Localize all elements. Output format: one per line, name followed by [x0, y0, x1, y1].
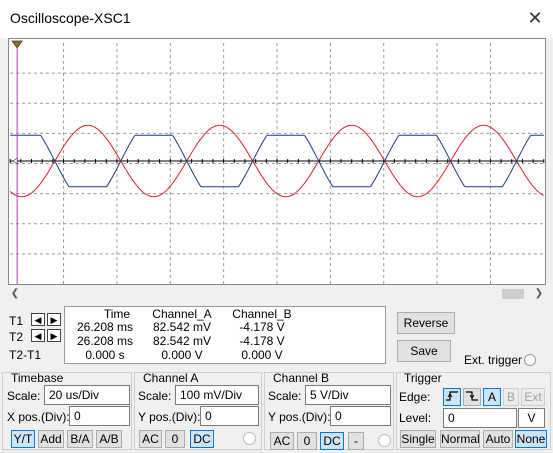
t2-right-arrow-icon[interactable]: ▶ [47, 329, 61, 342]
t2-channel-b: -4.178 V [239, 334, 285, 348]
scope-scrollbar[interactable]: ❮ ❯ [8, 286, 546, 302]
timebase-xpos-input[interactable]: 0 [69, 406, 130, 426]
rising-edge-icon[interactable] [443, 388, 461, 406]
t2-time: 26.208 ms [76, 334, 134, 348]
trigger-source-b-button[interactable]: B [503, 388, 519, 406]
trigger-source-a-button[interactable]: A [483, 388, 501, 406]
channel-a-scale-input[interactable]: 100 mV/Div [175, 385, 259, 405]
trigger-group [396, 372, 551, 450]
channel-b-ypos-label: Y pos.(Div): [268, 410, 331, 424]
trigger-source-ext-button[interactable]: Ext [521, 388, 545, 406]
trigger-edge-label: Edge: [399, 390, 431, 404]
channel-a-dc-button[interactable]: DC [190, 430, 214, 448]
timebase-scale-label: Scale: [7, 389, 41, 403]
t2-t1-time: 0.000 s [85, 348, 125, 362]
mode-ba-button[interactable]: B/A [67, 430, 93, 448]
channel-b-invert-radio[interactable] [378, 434, 391, 447]
trigger-single-button[interactable]: Single [400, 430, 436, 448]
channel-b-waveform [10, 134, 544, 188]
channel-b-ypos-input[interactable]: 0 [330, 406, 391, 426]
t2-channel-a: 82.542 mV [152, 334, 212, 348]
scroll-right-icon[interactable]: ❯ [534, 288, 544, 299]
t2-left-arrow-icon[interactable]: ◀ [31, 329, 45, 342]
trigger-level-label: Level: [399, 411, 432, 425]
t1-channel-b: -4.178 V [239, 320, 285, 334]
t2-label: T2 [9, 330, 24, 344]
t2-t1-channel-a: 0.000 V [161, 348, 203, 362]
timebase-xpos-label: X pos.(Div): [7, 410, 70, 424]
col-channel-b-header: Channel_B [232, 307, 292, 321]
trigger-none-button[interactable]: None [515, 430, 547, 448]
channel-b-minus-button[interactable]: - [348, 432, 364, 450]
trigger-level-input[interactable]: 0 [443, 408, 517, 428]
channel-b-dc-button[interactable]: DC [320, 432, 344, 450]
close-icon[interactable]: ✕ [527, 8, 543, 28]
ext-trigger-label: Ext. trigger [464, 353, 523, 367]
channel-a-ac-button[interactable]: AC [139, 430, 162, 448]
scroll-left-icon[interactable]: ❮ [10, 288, 20, 299]
save-button[interactable]: Save [397, 340, 451, 362]
scope-grid [9, 42, 545, 284]
channel-a-ypos-label: Y pos.(Div): [138, 410, 201, 424]
channel-a-scale-label: Scale: [138, 389, 172, 403]
cursor-t1-handle [11, 40, 23, 49]
channel-a-ypos-input[interactable]: 0 [200, 406, 259, 426]
trigger-title: Trigger [404, 371, 442, 385]
mode-yt-button[interactable]: Y/T [11, 430, 35, 448]
timebase-scale-input[interactable]: 20 us/Div [44, 385, 130, 405]
mode-ab-button[interactable]: A/B [96, 430, 122, 448]
channel-a-invert-radio[interactable] [243, 432, 256, 445]
mode-add-button[interactable]: Add [38, 430, 64, 448]
t1-time: 26.208 ms [76, 320, 134, 334]
falling-edge-glyph [466, 390, 478, 401]
channel-a-group [134, 372, 262, 450]
channel-b-ac-button[interactable]: AC [270, 432, 294, 450]
t1-right-arrow-icon[interactable]: ▶ [47, 313, 61, 326]
title-bar [0, 0, 553, 38]
trigger-level-unit[interactable]: V [518, 408, 545, 428]
trigger-auto-button[interactable]: Auto [483, 430, 513, 448]
channel-b-zero-button[interactable]: 0 [297, 432, 317, 450]
channel-marker-icon [12, 157, 18, 165]
t2-t1-label: T2-T1 [9, 348, 42, 362]
col-channel-a-header: Channel_A [152, 307, 212, 321]
reverse-button[interactable]: Reverse [397, 312, 455, 334]
timebase-title: Timebase [11, 371, 64, 385]
falling-edge-icon[interactable] [463, 388, 481, 406]
channel-b-scale-label: Scale: [268, 389, 302, 403]
timebase-group [2, 372, 132, 450]
channel-a-waveform [9, 124, 545, 198]
channel-b-scale-input[interactable]: 5 V/Div [305, 385, 391, 405]
window-title: Oscilloscope-XSC1 [10, 10, 131, 26]
t1-channel-a: 82.542 mV [152, 320, 212, 334]
channel-a-zero-button[interactable]: 0 [165, 430, 185, 448]
cursor-readout: Time Channel_A Channel_B 26.208 ms 82.54… [64, 306, 386, 364]
col-time-header: Time [103, 307, 131, 321]
scope-display[interactable] [8, 38, 546, 285]
scroll-thumb[interactable] [502, 289, 524, 299]
channel-a-title: Channel A [143, 371, 199, 385]
ext-trigger-radio[interactable] [524, 354, 536, 366]
trigger-normal-button[interactable]: Normal [440, 430, 480, 448]
t1-label: T1 [9, 314, 24, 328]
t1-left-arrow-icon[interactable]: ◀ [31, 313, 45, 326]
channel-b-title: Channel B [273, 371, 330, 385]
t2-t1-channel-b: 0.000 V [241, 348, 283, 362]
rising-edge-glyph [446, 390, 458, 401]
